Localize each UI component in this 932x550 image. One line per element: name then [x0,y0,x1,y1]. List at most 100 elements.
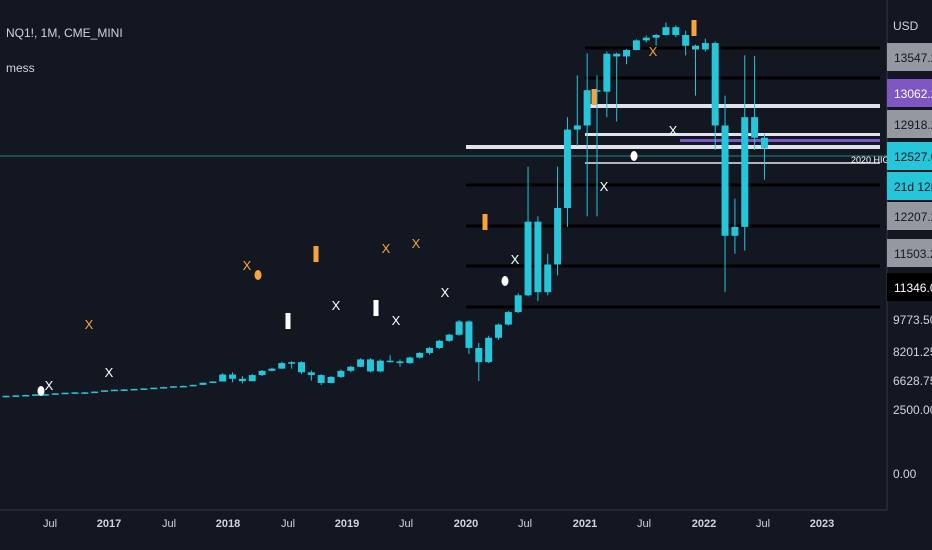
price-label-bg [887,172,932,200]
tick-marker-orange [482,214,488,230]
candle-body [209,381,217,383]
candle-body [110,389,118,392]
candle-body [258,370,266,376]
candle-body [426,347,434,353]
candle-body [672,27,680,36]
candle-body [504,312,512,325]
price-label-bg [887,239,932,267]
candle-body [268,368,276,371]
candle-body [386,360,394,363]
y-tick-label: 9773.50 [893,313,932,327]
candle-body [91,391,99,394]
x-tick-label: 2019 [335,518,359,530]
candle-body [721,125,729,236]
resistance-line-3 [466,145,880,149]
signal-markers: X X X X X X X X X X X X X [37,20,697,396]
candle-body [61,392,69,395]
price-label: 13062.25 [894,87,932,101]
price-label: 11346.00 [894,281,932,295]
y-tick-label: 6628.75 [893,374,932,388]
x-marker-orange: X [85,317,94,332]
candle-body [120,389,128,391]
y-tick-label: 2500.00 [893,403,932,417]
candle-body [101,390,108,392]
price-label-bg [887,142,932,170]
candle-body [169,386,177,388]
candle-body [150,387,158,390]
currency-unit[interactable]: USD [893,19,919,33]
candle-body [337,370,345,377]
candle-body [406,357,414,364]
y-tick-label: 0.00 [893,467,917,481]
x-marker-orange: X [382,241,391,256]
resistance-line-2 [585,133,880,136]
candle-body [495,324,502,338]
candle-body [51,393,59,395]
x-tick-label: 2018 [216,518,240,530]
price-label: 12527.00 [894,150,932,164]
candle-body [563,129,571,208]
candle-body [573,125,581,130]
tick-marker-orange [313,246,319,262]
y-tick-label: 8201.25 [893,345,932,359]
candle-body [71,392,79,394]
x-tick-label: Jul [756,518,770,530]
candle-body [347,366,355,371]
candle-body [307,372,315,376]
candle-body [229,374,237,379]
x-marker-white: X [392,313,401,328]
x-tick-label: Jul [281,518,295,530]
tick-marker-white [285,313,291,329]
candle-body [711,43,719,126]
candle-body [583,90,591,126]
x-tick-label: 2022 [692,518,716,530]
candle-body [2,395,10,398]
candle-body [593,90,601,92]
white-dot-marker [501,276,509,286]
x-marker-white: X [669,123,678,138]
candle-body [751,117,759,138]
candle-body [485,337,493,363]
price-label: 11503.25 [894,247,932,261]
x-marker-white: X [105,365,114,380]
candle-body [623,50,631,57]
indicator-label[interactable]: mess [6,61,35,75]
x-tick-label: Jul [518,518,532,530]
candle-body [199,382,207,385]
x-marker-white: X [511,252,520,267]
candle-body [760,137,768,149]
candle-body [12,395,20,397]
x-marker-white: X [600,179,609,194]
candle-body [701,43,709,50]
price-label-bg [887,43,932,71]
price-label: 12918.25 [894,118,932,132]
tick-marker-orange [591,89,597,105]
candle-body [613,53,621,57]
candle-body [278,363,286,369]
candle-body [642,37,650,41]
candle-body [603,53,611,92]
orange-dot-marker [254,270,262,280]
candle-body [140,388,148,390]
candle-body [81,392,89,394]
symbol-title[interactable]: NQ1!, 1M, CME_MINI [6,26,123,40]
x-tick-label: 2021 [573,518,597,530]
candle-body [160,387,168,389]
candle-body [514,295,522,313]
candle-body [731,226,739,236]
candle-body [534,221,542,293]
candle-body [692,45,699,50]
purple-line [680,139,880,142]
candle-body [298,362,305,373]
candles [2,22,768,398]
x-tick-label: 2017 [97,518,121,530]
price-label: 21d 12h [894,180,932,194]
x-tick-label: Jul [637,518,651,530]
candle-body [189,384,197,387]
x-marker-orange: X [649,44,658,59]
candle-body [416,352,424,358]
candle-body [288,362,296,364]
candle-body [179,385,187,388]
price-label-bg [887,110,932,138]
